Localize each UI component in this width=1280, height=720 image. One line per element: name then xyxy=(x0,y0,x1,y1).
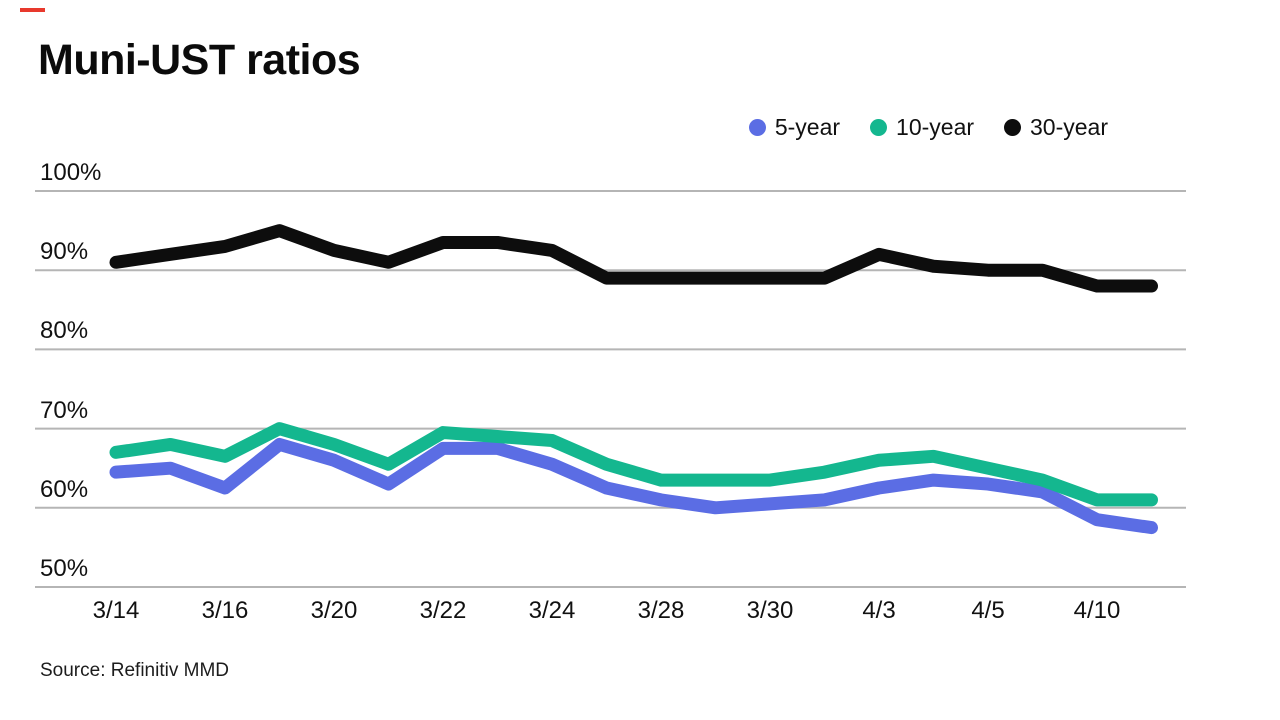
line-series-10-year xyxy=(109,422,1158,507)
brand-accent-dash xyxy=(20,8,45,12)
chart-title: Muni-UST ratios xyxy=(38,36,361,84)
legend-label: 30-year xyxy=(1030,114,1108,140)
x-axis-tick-label: 3/30 xyxy=(746,597,794,624)
y-axis-tick-label: 90% xyxy=(40,238,89,266)
y-axis-tick-label: 70% xyxy=(40,396,89,424)
x-axis-tick-label: 4/10 xyxy=(1073,597,1121,624)
legend-label: 10-year xyxy=(896,114,975,140)
y-axis-tick-label: 80% xyxy=(40,317,89,345)
legend-item-5-year: 5-year xyxy=(748,114,841,141)
x-axis-tick-label: 4/3 xyxy=(862,597,896,624)
line-series-30-year xyxy=(109,224,1158,293)
y-axis-tick-label: 60% xyxy=(40,475,89,503)
y-axis-tick-label: 50% xyxy=(40,555,89,582)
x-axis-tick-label: 3/28 xyxy=(637,597,685,624)
x-axis-tick-label: 3/20 xyxy=(310,597,358,624)
x-axis-tick-label: 3/16 xyxy=(201,597,249,624)
line-series-5-year xyxy=(109,437,1158,535)
legend-label: 5-year xyxy=(774,114,841,140)
x-axis-tick-label: 3/24 xyxy=(528,597,576,624)
x-axis-tick-label: 3/22 xyxy=(419,597,467,624)
legend-item-30-year: 30-year xyxy=(1004,114,1108,141)
x-axis-tick-label: 4/5 xyxy=(971,597,1005,624)
legend-dot-icon xyxy=(870,119,888,136)
chart-legend: 5-year 10-year 30-year xyxy=(748,114,1108,141)
y-axis-tick-label: 100% xyxy=(40,159,102,186)
legend-item-10-year: 10-year xyxy=(870,114,974,141)
legend-dot-icon xyxy=(748,119,766,136)
legend-dot-icon xyxy=(1004,119,1022,136)
source-note: Source: Refinitiv MMD xyxy=(40,660,229,681)
x-axis-tick-label: 3/14 xyxy=(92,597,140,624)
